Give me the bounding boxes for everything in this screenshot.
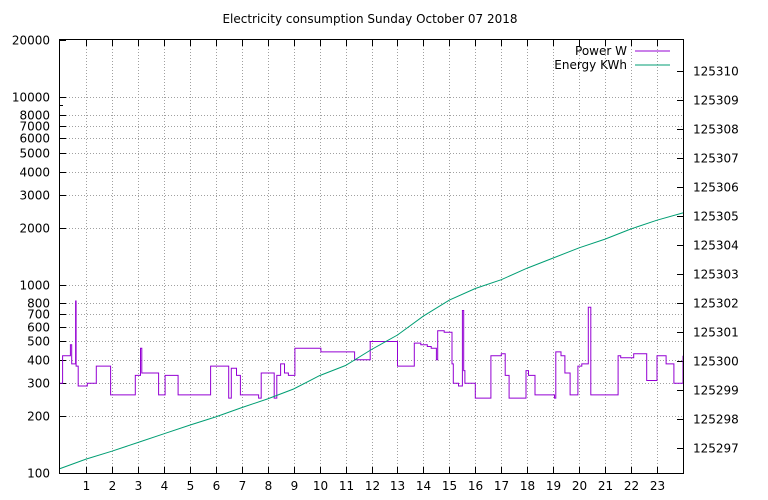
- x-tick-label: 19: [546, 479, 561, 493]
- y-tick-label: 700: [27, 308, 50, 322]
- y-tick-label: 300: [27, 377, 50, 391]
- y-tick-label: 2000: [19, 222, 50, 236]
- x-tick-label: 1: [83, 479, 91, 493]
- y-tick-label: 200: [27, 410, 50, 424]
- y-tick-label: 800: [27, 297, 50, 311]
- y2-tick-label: 125306: [693, 181, 739, 195]
- y2-tick-label: 125301: [693, 326, 739, 340]
- x-tick-label: 18: [520, 479, 535, 493]
- x-tick-label: 14: [416, 479, 431, 493]
- y-tick-label: 1000: [19, 279, 50, 293]
- y-tick-label: 8000: [19, 109, 50, 123]
- x-tick-label: 8: [265, 479, 273, 493]
- energy-series-line: [59, 212, 684, 470]
- y2-tick-label: 125307: [693, 152, 739, 166]
- axes: 1 2 3 4 5 6 7 8 9 10 11 12 13 14 15 16 17 18 19 20 21 22 23100…: [12, 34, 739, 494]
- y2-tick-label: 125299: [693, 384, 739, 398]
- y-tick-label: 6000: [19, 132, 50, 146]
- x-tick-label: 11: [339, 479, 354, 493]
- x-tick-label: 17: [494, 479, 509, 493]
- y2-tick-label: 125308: [693, 123, 739, 137]
- x-tick-label: 6: [213, 479, 221, 493]
- y2-tick-label: 125302: [693, 297, 739, 311]
- y-tick-label: 500: [27, 335, 50, 349]
- y2-tick-label: 125303: [693, 268, 739, 282]
- y2-tick-label: 125297: [693, 442, 739, 456]
- y2-tick-label: 125305: [693, 210, 739, 224]
- x-tick-label: 7: [239, 479, 247, 493]
- x-tick-label: 4: [161, 479, 169, 493]
- x-tick-label: 13: [390, 479, 405, 493]
- y-tick-label: 400: [27, 354, 50, 368]
- x-tick-label: 10: [313, 479, 328, 493]
- x-tick-label: 20: [572, 479, 587, 493]
- legend-label-power: Power W: [575, 44, 627, 58]
- y2-tick-label: 125298: [693, 413, 739, 427]
- power-series-line: [60, 300, 684, 399]
- legend: Power W Energy KWh: [554, 44, 670, 72]
- y-tick-label: 3000: [19, 189, 50, 203]
- y-tick-label: 10000: [12, 91, 50, 105]
- plot-frame: [59, 39, 684, 474]
- x-tick-label: 16: [468, 479, 483, 493]
- y-tick-label: 600: [27, 321, 50, 335]
- grid: [60, 40, 683, 473]
- chart-title: Electricity consumption Sunday October 0…: [222, 12, 517, 26]
- x-tick-label: 15: [442, 479, 457, 493]
- x-tick-label: 2: [109, 479, 117, 493]
- y-tick-label: 100: [27, 467, 50, 481]
- x-tick-label: 3: [135, 479, 143, 493]
- y-tick-label: 20000: [12, 34, 50, 48]
- x-tick-label: 9: [291, 479, 299, 493]
- x-tick-label: 21: [598, 479, 613, 493]
- x-tick-label: 23: [650, 479, 665, 493]
- y-tick-label: 4000: [19, 166, 50, 180]
- plot-area: [59, 212, 684, 470]
- legend-label-energy: Energy KWh: [554, 58, 627, 72]
- y2-tick-label: 125309: [693, 94, 739, 108]
- x-tick-label: 5: [187, 479, 195, 493]
- y2-tick-label: 125304: [693, 239, 739, 253]
- y-tick-label: 5000: [19, 147, 50, 161]
- y2-tick-label: 125300: [693, 355, 739, 369]
- x-tick-label: 12: [365, 479, 380, 493]
- y2-tick-label: 125310: [693, 65, 739, 79]
- y-tick-label: 7000: [19, 120, 50, 134]
- x-tick-label: 22: [624, 479, 639, 493]
